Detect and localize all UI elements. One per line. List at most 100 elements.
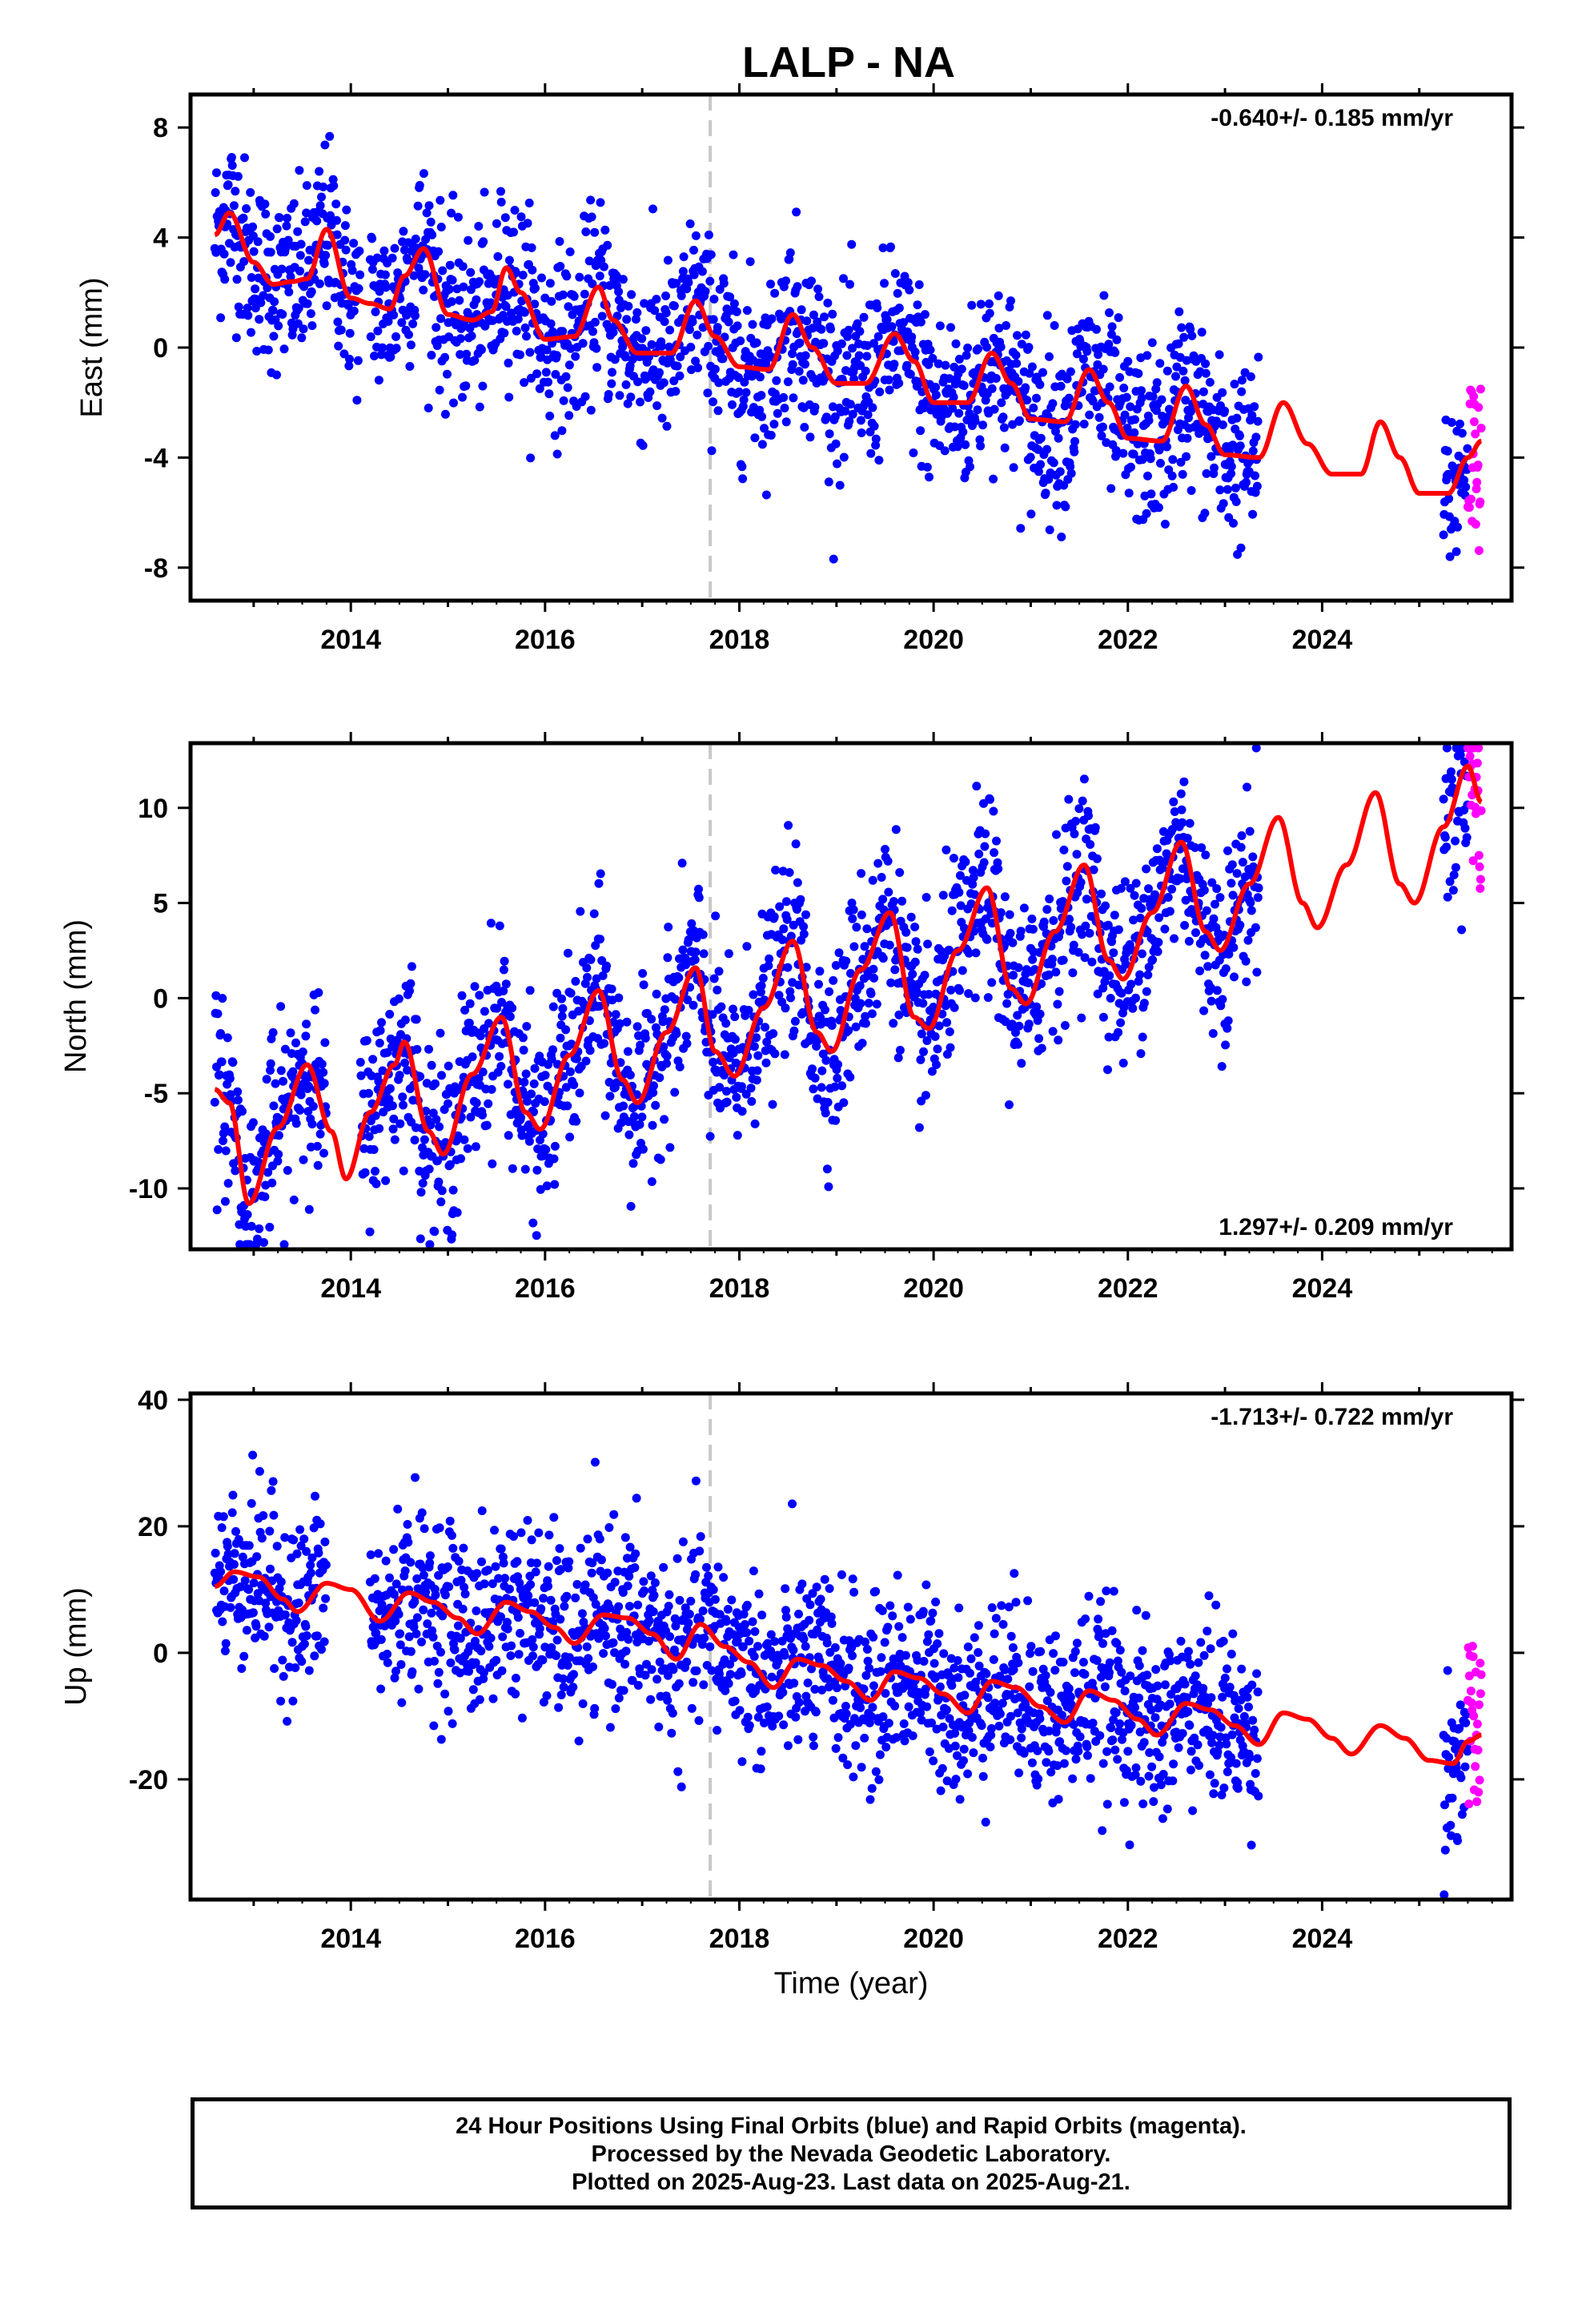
final-orbit-point (994, 291, 1003, 300)
final-orbit-point (780, 404, 789, 412)
final-orbit-point (1103, 1065, 1112, 1075)
final-orbit-point (456, 1154, 465, 1164)
final-orbit-point (724, 949, 733, 959)
final-orbit-point (585, 1046, 595, 1055)
final-orbit-point (542, 1691, 552, 1700)
final-orbit-point (268, 1027, 278, 1037)
final-orbit-point (801, 360, 809, 369)
final-orbit-point (545, 279, 555, 288)
final-orbit-point (1231, 497, 1241, 506)
final-orbit-point (970, 890, 980, 899)
final-orbit-point (398, 1092, 408, 1102)
final-orbit-point (1182, 433, 1192, 443)
model-fit-line (213, 210, 1484, 496)
final-orbit-point (1106, 330, 1116, 339)
final-orbit-point (595, 271, 604, 281)
final-orbit-point (698, 1606, 708, 1615)
final-orbit-point (1217, 1062, 1227, 1072)
final-orbit-point (1171, 372, 1180, 381)
final-orbit-point (958, 427, 968, 436)
final-orbit-point (817, 1066, 827, 1076)
rapid-orbit-point (1475, 862, 1484, 871)
final-orbit-point (635, 1120, 644, 1129)
final-orbit-point (1129, 915, 1138, 925)
final-orbit-point (210, 1097, 219, 1107)
final-orbit-point (910, 957, 920, 967)
final-orbit-point (251, 284, 260, 294)
final-orbit-point (499, 1558, 508, 1568)
final-orbit-point (900, 1736, 909, 1746)
final-orbit-point (970, 416, 980, 426)
final-orbit-point (1447, 461, 1457, 471)
final-orbit-point (871, 440, 881, 450)
final-orbit-point (1028, 955, 1038, 964)
final-orbit-point (1169, 797, 1178, 806)
final-orbit-point (757, 412, 767, 421)
final-orbit-point (295, 1105, 305, 1115)
final-orbit-point (994, 864, 1003, 874)
final-orbit-point (528, 1651, 537, 1661)
final-orbit-point (989, 806, 998, 816)
final-orbit-point (476, 1647, 486, 1656)
final-orbit-point (592, 363, 602, 372)
final-orbit-point (260, 1192, 270, 1201)
final-orbit-point (706, 250, 716, 259)
final-orbit-point (809, 1741, 818, 1751)
final-orbit-point (857, 1763, 866, 1772)
rapid-orbit-point (1476, 806, 1486, 815)
final-orbit-point (847, 899, 857, 908)
final-orbit-point (306, 1560, 315, 1570)
final-orbit-point (905, 1614, 915, 1624)
final-orbit-point (768, 1100, 777, 1109)
final-orbit-point (604, 1523, 614, 1532)
final-orbit-point (877, 1606, 887, 1615)
final-orbit-point (793, 282, 802, 292)
final-orbit-point (1253, 893, 1263, 903)
final-orbit-point (883, 1622, 893, 1632)
final-orbit-point (1084, 811, 1093, 821)
final-orbit-point (356, 1071, 366, 1080)
final-orbit-point (789, 1679, 799, 1688)
final-orbit-point (795, 338, 805, 348)
final-orbit-point (685, 325, 694, 335)
final-orbit-point (810, 403, 820, 412)
final-orbit-point (709, 974, 719, 983)
final-orbit-point (268, 306, 278, 316)
final-orbit-point (532, 1558, 542, 1568)
final-orbit-point (320, 1038, 330, 1047)
final-orbit-point (770, 1637, 780, 1647)
final-orbit-point (416, 1234, 425, 1244)
final-orbit-point (950, 422, 960, 432)
final-orbit-point (619, 1686, 628, 1695)
final-orbit-point (476, 1031, 485, 1040)
final-orbit-point (640, 299, 649, 308)
final-orbit-point (1099, 291, 1109, 300)
final-orbit-point (767, 314, 777, 324)
final-orbit-point (1078, 930, 1086, 939)
final-orbit-point (905, 369, 915, 379)
final-orbit-point (1215, 485, 1225, 495)
final-orbit-point (737, 1669, 746, 1679)
final-orbit-point (1026, 452, 1035, 462)
final-orbit-point (1013, 1039, 1022, 1049)
final-orbit-point (810, 1073, 820, 1083)
final-orbit-point (467, 332, 476, 340)
final-orbit-point (558, 1003, 568, 1013)
final-orbit-point (619, 1101, 628, 1111)
final-orbit-point (491, 1562, 500, 1571)
final-orbit-point (253, 237, 263, 247)
final-orbit-point (329, 181, 339, 191)
final-orbit-point (517, 1131, 527, 1140)
final-orbit-point (904, 1702, 913, 1711)
final-orbit-point (266, 1066, 275, 1075)
final-orbit-point (601, 1631, 610, 1641)
final-orbit-point (552, 351, 561, 360)
final-orbit-point (445, 260, 455, 270)
final-orbit-point (928, 1608, 938, 1618)
final-orbit-point (994, 324, 1004, 333)
final-orbit-point (825, 429, 834, 439)
final-orbit-point (985, 299, 994, 308)
final-orbit-point (536, 1184, 545, 1194)
final-orbit-point (1058, 955, 1068, 965)
final-orbit-point (355, 270, 365, 279)
